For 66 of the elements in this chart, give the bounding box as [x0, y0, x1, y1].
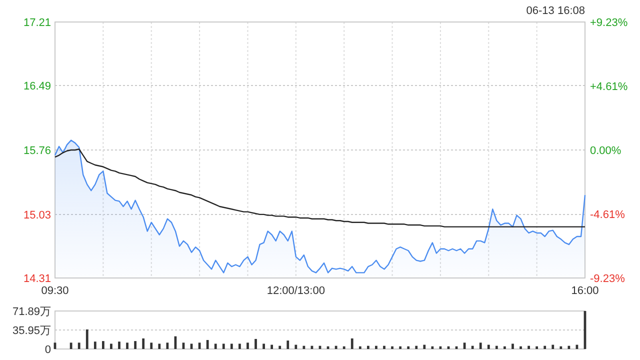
bar: [270, 344, 274, 349]
bar: [262, 344, 265, 349]
bar: [158, 344, 161, 349]
bar: [214, 344, 217, 349]
bar: [294, 344, 298, 349]
y2-tick-label: +4.61%: [590, 81, 628, 94]
bar: [342, 346, 346, 349]
bar: [238, 344, 241, 349]
bar: [479, 342, 482, 349]
bar: [358, 346, 362, 349]
bar: [254, 338, 257, 349]
text: 06-13 16:08: [526, 5, 585, 17]
bar: [126, 342, 128, 349]
bar: [383, 346, 386, 349]
bar: [504, 346, 506, 349]
bar: [78, 342, 80, 349]
bar: [246, 342, 249, 349]
bar: [544, 346, 546, 349]
bar: [431, 346, 434, 349]
bar: [415, 346, 418, 349]
bar: [528, 346, 530, 349]
y2-tick-label: -9.23%: [590, 273, 626, 285]
y-tick-label: 0: [44, 344, 51, 356]
y-tick-label: 15.03: [23, 209, 51, 222]
y-tick-label: 71.89万: [12, 306, 51, 318]
y2-tick-label: +9.23%: [590, 17, 628, 29]
bar: [560, 346, 562, 349]
bar: [278, 346, 282, 349]
bar: [134, 341, 136, 349]
bar: [86, 329, 88, 349]
bar: [495, 346, 498, 349]
bar: [118, 342, 120, 349]
y-tick-label: 16.49: [23, 80, 51, 93]
bar: [110, 344, 112, 349]
bar: [487, 344, 490, 349]
bar: [512, 344, 514, 349]
bar: [166, 342, 169, 349]
bar: [391, 346, 394, 349]
bar: [206, 340, 209, 349]
y-tick-label: 14.31: [23, 273, 51, 285]
x-tick-label: 12:00/13:00: [266, 285, 325, 297]
y2-tick-label: -4.61%: [590, 208, 626, 221]
bar: [520, 346, 522, 349]
bar: [366, 346, 370, 349]
bar: [375, 346, 378, 349]
bar: [407, 346, 410, 349]
bar: [350, 338, 354, 349]
bar: [102, 341, 104, 349]
y-tick-label: 15.76: [23, 145, 51, 157]
bar: [230, 344, 233, 349]
bar: [471, 346, 474, 349]
x-tick-label: 16:00: [571, 285, 599, 297]
bar: [222, 344, 225, 349]
bar: [423, 344, 426, 349]
bar: [552, 344, 554, 349]
bar: [142, 338, 145, 349]
line-series: [54, 148, 586, 228]
bar: [286, 340, 290, 349]
bar: [399, 346, 402, 349]
bar: [150, 342, 153, 349]
y-tick-label: 35.95万: [12, 324, 51, 337]
y-tick-label: 17.21: [23, 17, 51, 29]
y2-tick-label: 0.00%: [590, 145, 622, 157]
bar: [536, 346, 538, 349]
bar: [94, 342, 96, 349]
x-tick-label: 09:30: [41, 285, 69, 297]
